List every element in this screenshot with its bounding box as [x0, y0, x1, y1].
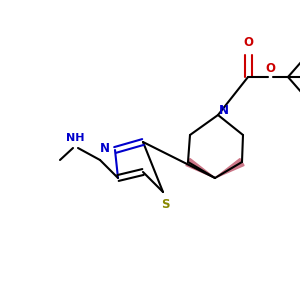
Text: O: O — [243, 37, 253, 50]
Text: N: N — [100, 142, 110, 154]
Text: O: O — [265, 61, 275, 74]
Text: N: N — [219, 103, 229, 116]
Polygon shape — [186, 159, 215, 178]
Polygon shape — [215, 159, 244, 178]
Text: S: S — [161, 197, 169, 211]
Text: NH: NH — [66, 133, 84, 143]
